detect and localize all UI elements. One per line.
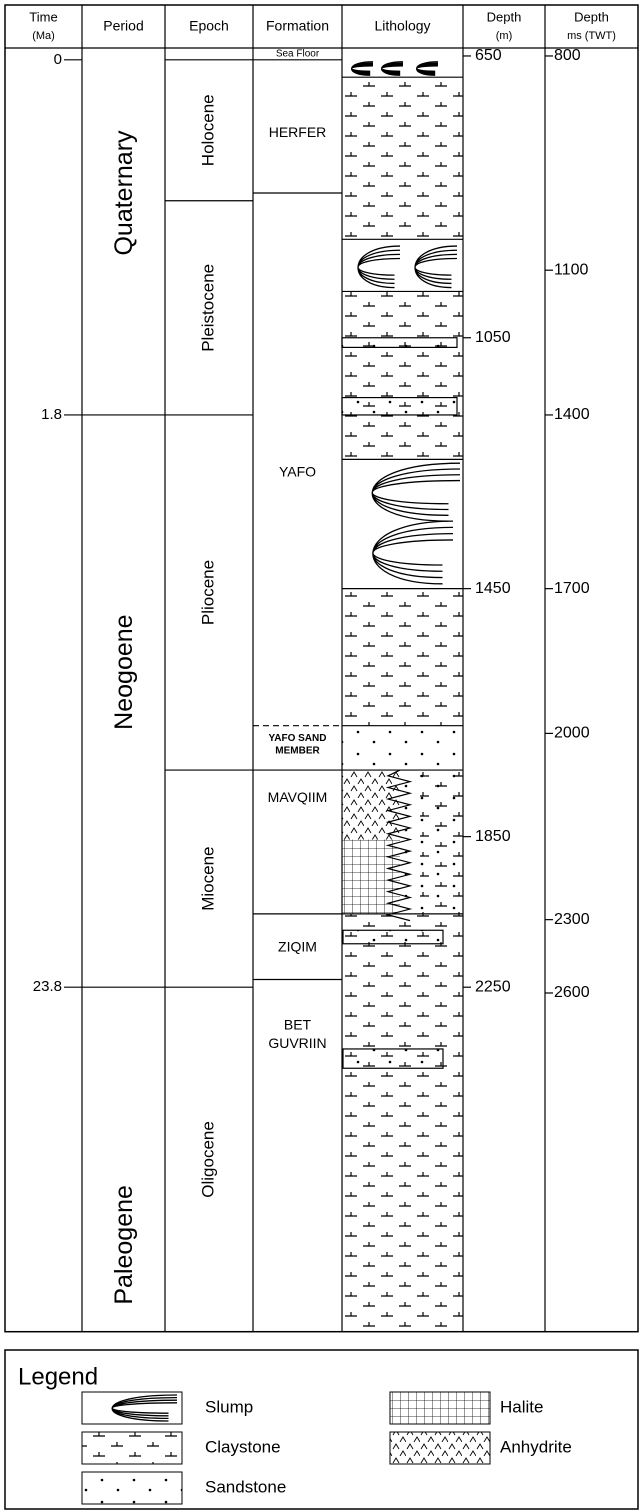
- formation-label: ZIQIM: [278, 938, 317, 954]
- depth-m-label: 650: [475, 47, 502, 64]
- header-label: (m): [496, 30, 513, 42]
- period-label: Quaternary: [110, 130, 138, 256]
- slump: [415, 246, 457, 287]
- depth-ms-label: 1400: [554, 406, 590, 423]
- epoch-label: Pliocene: [198, 560, 217, 625]
- legend-swatch: [390, 1432, 490, 1464]
- legend-label: Sandstone: [205, 1477, 286, 1496]
- depth-ms-label: 2600: [554, 984, 590, 1001]
- slump: [417, 62, 438, 76]
- depth-m-label: 1850: [475, 828, 511, 845]
- frame: [5, 5, 638, 1332]
- legend-title: Legend: [18, 1363, 98, 1390]
- depth-ms-label: 2000: [554, 725, 590, 742]
- formation-label: BET: [284, 1016, 312, 1032]
- anhydrite: [342, 770, 400, 839]
- epoch-label: Oligocene: [198, 1121, 217, 1198]
- header-label: (Ma): [32, 30, 55, 42]
- time-label: 23.8: [33, 978, 62, 995]
- legend-label: Slump: [205, 1397, 253, 1416]
- sandstone-band: [342, 338, 457, 348]
- sandstone-band: [342, 398, 457, 415]
- claystone: [342, 914, 463, 1332]
- depth-m-label: 1450: [475, 580, 511, 597]
- depth-m-label: 1050: [475, 329, 511, 346]
- sandstone: [342, 726, 463, 770]
- epoch-label: Miocene: [198, 846, 217, 910]
- stratigraphic-column: Time (Ma) Period Epoch Formation Lithology Dep…: [0, 0, 640, 1511]
- legend-label: Claystone: [205, 1437, 281, 1456]
- legend-label: Halite: [500, 1397, 543, 1416]
- header-label: Period: [103, 18, 143, 34]
- time-label: 0: [54, 51, 62, 68]
- epoch-label: Pleistocene: [198, 264, 217, 352]
- sandstone-band: [343, 930, 443, 944]
- legend-swatch: [390, 1392, 490, 1424]
- slump: [382, 62, 403, 76]
- depth-ms-label: 800: [554, 47, 581, 64]
- epoch-label: Holocene: [198, 94, 217, 166]
- period-label: Neogoene: [110, 614, 138, 729]
- claystone: [342, 77, 463, 239]
- depth-ms-label: 1100: [554, 261, 589, 278]
- legend-label: Anhydrite: [500, 1437, 572, 1456]
- formation-label: YAFO: [279, 464, 316, 480]
- header-label: Epoch: [189, 18, 229, 34]
- header-label: Lithology: [374, 18, 430, 34]
- depth-ms-label: 1700: [554, 580, 590, 597]
- period-label: Paleogene: [110, 1185, 138, 1305]
- time-label: 1.8: [41, 406, 62, 423]
- legend-swatch: [82, 1472, 182, 1504]
- formation-label: YAFO SAND: [269, 733, 327, 744]
- depth-m-label: 2250: [475, 978, 511, 995]
- sandstone-band: [343, 1049, 443, 1068]
- header-label: Depth: [574, 9, 609, 24]
- header-label: Depth: [487, 9, 522, 24]
- header-label: ms (TWT): [567, 30, 616, 42]
- header-label: Time: [29, 9, 57, 24]
- header-label: Formation: [266, 18, 329, 34]
- legend-swatch: [82, 1432, 182, 1464]
- slump: [352, 62, 373, 76]
- formation-label: MEMBER: [275, 745, 320, 756]
- formation-label: MAVQIIM: [268, 789, 328, 805]
- depth-ms-label: 2300: [554, 911, 590, 928]
- formation-label: Sea Floor: [276, 49, 320, 60]
- claystone: [420, 770, 463, 914]
- legend-swatch: [82, 1392, 182, 1424]
- formation-label: GUVRIIN: [268, 1035, 326, 1051]
- slump: [358, 246, 400, 287]
- formation-label: HERFER: [269, 124, 327, 140]
